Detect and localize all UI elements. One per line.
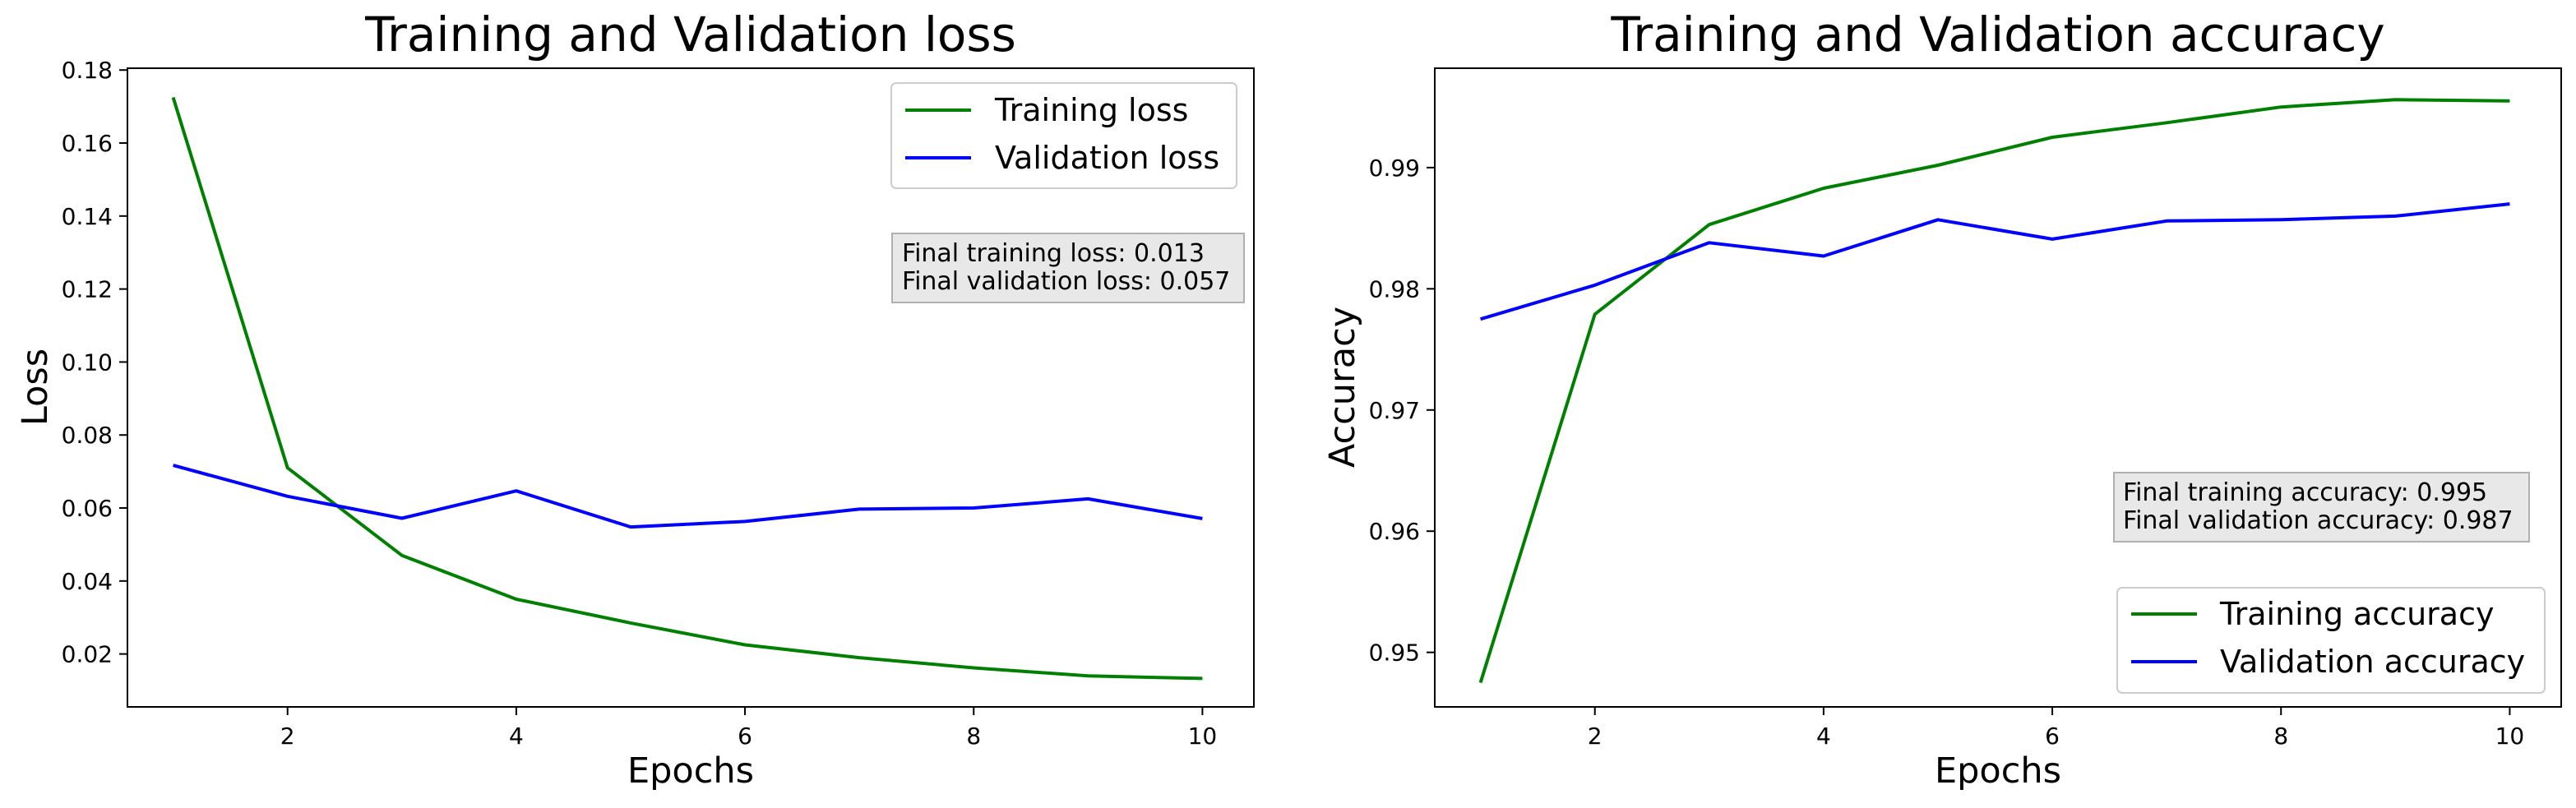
- loss-y-tick-label: 0.10: [62, 349, 113, 376]
- accuracy-x-tick-label: 6: [2045, 723, 2060, 750]
- accuracy-x-tick-label: 4: [1816, 723, 1831, 750]
- loss-x-tick-label: 4: [509, 723, 524, 750]
- accuracy-plot-area: [1434, 67, 2562, 708]
- loss-x-tick-label: 2: [280, 723, 295, 750]
- loss-plot-area: [127, 67, 1255, 708]
- accuracy-x-tick-label: 10: [2495, 723, 2525, 750]
- accuracy-validation-line: [1480, 202, 2510, 321]
- loss-y-tick-label: 0.18: [62, 57, 113, 84]
- accuracy-annotation-line-2: Final validation accuracy: 0.987: [2123, 506, 2514, 535]
- loss-annotation-line-1: Final training loss: 0.013: [902, 239, 1205, 268]
- accuracy-series-lines: [1478, 98, 2510, 684]
- accuracy-x-axis-label: Epochs: [1935, 750, 2061, 792]
- accuracy-legend-box: [2116, 587, 2546, 694]
- loss-axis-ticks: 2 4 6 8 10 0.02 0.04 0.06 0.08 0.10 0.12 0.14 0.16 0.…: [62, 57, 1218, 750]
- accuracy-chart-title: Training and Validation accuracy: [1610, 7, 2384, 62]
- loss-y-tick-label: 0.12: [62, 276, 113, 303]
- loss-legend-box: [890, 82, 1237, 189]
- accuracy-legend-validation-label: Validation accuracy: [2220, 644, 2525, 680]
- accuracy-training-line: [1478, 98, 2510, 684]
- accuracy-chart: Training and Validation accuracy 2 4 6 8 10 0…: [1322, 7, 2562, 792]
- loss-x-axis-label: Epochs: [627, 750, 754, 792]
- loss-annotation: Final training loss: 0.013 Final validat…: [891, 233, 1245, 303]
- loss-legend-training-label: Training loss: [994, 92, 1188, 128]
- accuracy-legend-training-label: Training accuracy: [2219, 596, 2494, 632]
- accuracy-y-tick-label: 0.96: [1369, 518, 1420, 545]
- accuracy-legend: Training accuracy Validation accuracy: [2116, 587, 2546, 694]
- loss-x-tick-label: 8: [966, 723, 981, 750]
- accuracy-y-tick-label: 0.95: [1369, 639, 1420, 667]
- loss-y-tick-label: 0.04: [62, 568, 113, 595]
- loss-annotation-box: [891, 233, 1245, 303]
- loss-chart-title: Training and Validation loss: [364, 7, 1016, 62]
- loss-y-axis-label: Loss: [15, 349, 56, 426]
- accuracy-y-tick-label: 0.98: [1369, 275, 1420, 302]
- loss-annotation-line-2: Final validation loss: 0.057: [902, 267, 1230, 296]
- loss-x-tick-label: 10: [1188, 723, 1218, 750]
- accuracy-y-tick-label: 0.97: [1369, 397, 1420, 424]
- accuracy-annotation: Final training accuracy: 0.995 Final val…: [2113, 472, 2530, 543]
- loss-legend: Training loss Validation loss: [890, 82, 1237, 189]
- loss-y-tick-label: 0.02: [62, 641, 113, 668]
- accuracy-x-tick-label: 2: [1588, 723, 1602, 750]
- accuracy-y-axis-label: Accuracy: [1322, 307, 1363, 468]
- accuracy-annotation-line-1: Final training accuracy: 0.995: [2123, 478, 2487, 507]
- loss-y-tick-label: 0.06: [62, 495, 113, 522]
- loss-training-line: [171, 96, 1203, 681]
- loss-x-tick-label: 6: [738, 723, 752, 750]
- loss-y-tick-label: 0.08: [62, 422, 113, 449]
- loss-legend-validation-label: Validation loss: [995, 140, 1219, 176]
- accuracy-annotation-box: [2113, 472, 2530, 543]
- loss-y-tick-label: 0.16: [62, 130, 113, 157]
- accuracy-axis-ticks: 2 4 6 8 10 0.95 0.96 0.97 0.98 0.99: [1369, 155, 2525, 750]
- accuracy-y-tick-label: 0.99: [1369, 155, 1420, 182]
- accuracy-x-tick-label: 8: [2273, 723, 2288, 750]
- loss-series-lines: [171, 96, 1203, 681]
- loss-y-tick-label: 0.14: [62, 203, 113, 230]
- loss-validation-line: [173, 464, 1203, 529]
- loss-chart: Training and Validation loss 2 4 6 8 10 0.02 0…: [15, 7, 1255, 792]
